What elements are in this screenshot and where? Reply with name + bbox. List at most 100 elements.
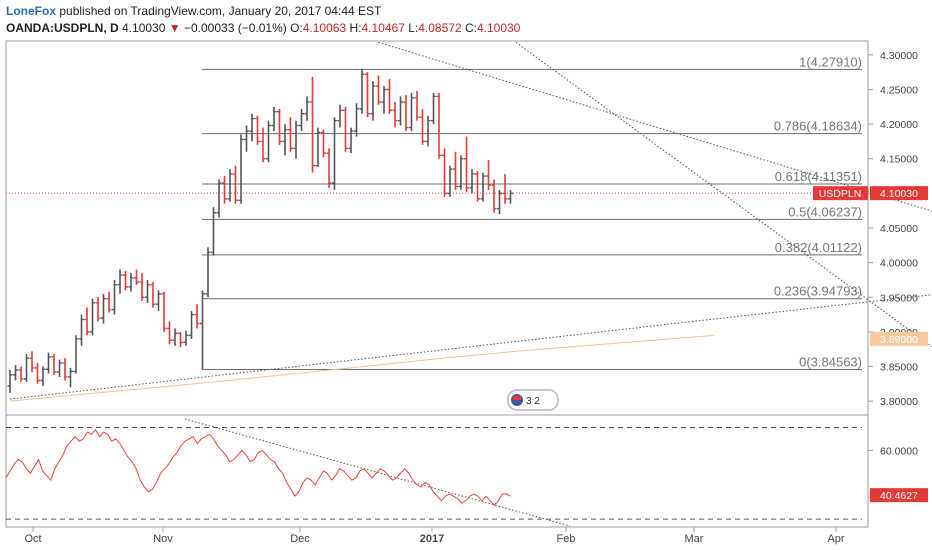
ohlc-bar [266,120,271,163]
ohlc-bar [480,172,486,202]
ohlc-bar [508,189,513,204]
ohlc-bar [161,291,167,332]
price-bars [7,68,513,393]
ohlc-bar [398,96,403,126]
close-value: 4.10030 [476,21,521,35]
last-price-badge-label: 4.10030 [880,188,918,200]
fib-level-label: 1(4.27910) [799,54,862,69]
ohlc-bar [194,304,200,329]
ohlc-bar [29,351,35,373]
ohlc-bar [167,321,172,345]
ohlc-bar [117,269,123,294]
ohlc-bar [227,169,233,202]
symbol-badge-label: USDPLN [819,188,862,200]
ohlc-bar [172,328,178,346]
chart-header: LoneFox published on TradingView.com, Ja… [6,3,906,39]
ohlc-bar [431,92,436,125]
rsi-line [5,428,511,507]
rsi-value-badge [870,488,928,503]
price-tick-label: 3.95000 [880,292,918,304]
change-down-icon: ▼ [168,21,181,35]
ohlc-bar [200,290,205,370]
ohlc-bar [24,354,29,382]
ohlc-bar [475,171,480,202]
price-tick-label: 4.25000 [880,84,918,96]
trendlines[interactable] [9,41,932,416]
ohlc-bar [337,104,343,128]
ohlc-bar [315,127,321,168]
ma-line [9,334,715,402]
time-tick-label: Dec [290,533,310,545]
time-tick-label: Apr [827,533,844,545]
ohlc-bar [79,314,84,346]
time-tick-label: 2017 [420,533,444,545]
price-tick-label: 4.05000 [880,223,918,235]
rsi-tick-label: 60.0000 [880,445,918,457]
ohlc-bar [216,179,222,218]
ohlc-bar [46,352,51,374]
low-value: 4.08572 [418,21,462,35]
ohlc-bar [354,103,359,137]
ohlc-bar [409,92,414,132]
rsi-value-label: 40.4627 [880,490,918,502]
ohlc-bar [392,101,398,128]
event-label: 3 2 [526,396,540,407]
ohlc-bar [40,366,46,386]
price-tick-label: 4.20000 [880,119,918,131]
ohlc-bar [145,279,150,303]
ohlc-bar [491,179,497,213]
price-tick-label: 4.30000 [880,50,918,62]
ohlc-bar [348,127,354,154]
rsi-pane-frame [5,414,869,528]
author-name[interactable]: LoneFox [6,4,56,18]
ohlc-bar [150,282,156,308]
calendar-flag-icon[interactable]: 3 2 [507,389,559,411]
ohlc-bar [321,129,326,158]
ohlc-bar [255,115,260,145]
ohlc-bar [183,330,189,346]
ohlc-bar [101,293,106,324]
trendline [378,41,932,212]
ohlc-bar [7,369,13,393]
trendline [691,294,932,322]
price-tick-label: 4.15000 [880,154,918,166]
ohlc-bar [134,269,139,285]
ohlc-bar [238,134,244,204]
low-label: L: [408,21,419,35]
close-label: C: [464,21,477,35]
ohlc-bar [381,86,387,114]
fib-level-label: 0.382(4.01122) [775,240,862,255]
ohlc-bar [51,354,57,375]
rsi-trendline [184,418,571,527]
ohlc-bar [73,335,79,374]
ohlc-bar [359,68,365,114]
fib-level-label: 0.5(4.06237) [788,204,862,219]
publish-info: published on TradingView.com, January 20… [59,4,382,18]
ohlc-bar [222,176,227,204]
rsi-indicator: 60.0000 40.4627 [5,418,928,527]
open-label: O: [290,21,303,35]
ohlc-bar [293,120,299,159]
last-price-badge [870,186,928,201]
price-badges: USDPLN 4.10030 3.89000 [813,186,928,346]
open-value: 4.10063 [302,21,347,35]
ohlc-bar [95,297,101,322]
ohlc-bar [57,359,62,377]
fibonacci-retracement[interactable]: 1(4.27910)0.786(4.18634)0.618(4.11351)0.… [202,54,862,371]
ohlc-bar [233,165,238,204]
ohlc-bar [62,358,68,381]
price-tick-label: 4.00000 [880,258,918,270]
ohlc-bar [464,136,469,192]
ohlc-bar [414,90,420,121]
ohlc-bar [469,169,475,194]
high-label: H: [349,21,362,35]
price-tick-label: 3.85000 [880,362,918,374]
ohlc-bar [425,115,431,147]
ohlc-bar [486,160,491,190]
price-axis: 4.300004.250004.200004.150004.100004.050… [868,50,918,408]
fib-level-label: 0.236(3.94793) [774,284,862,299]
ohlc-bar [282,124,288,156]
ohlc-bar [35,363,40,384]
ohlc-bar [249,113,255,142]
